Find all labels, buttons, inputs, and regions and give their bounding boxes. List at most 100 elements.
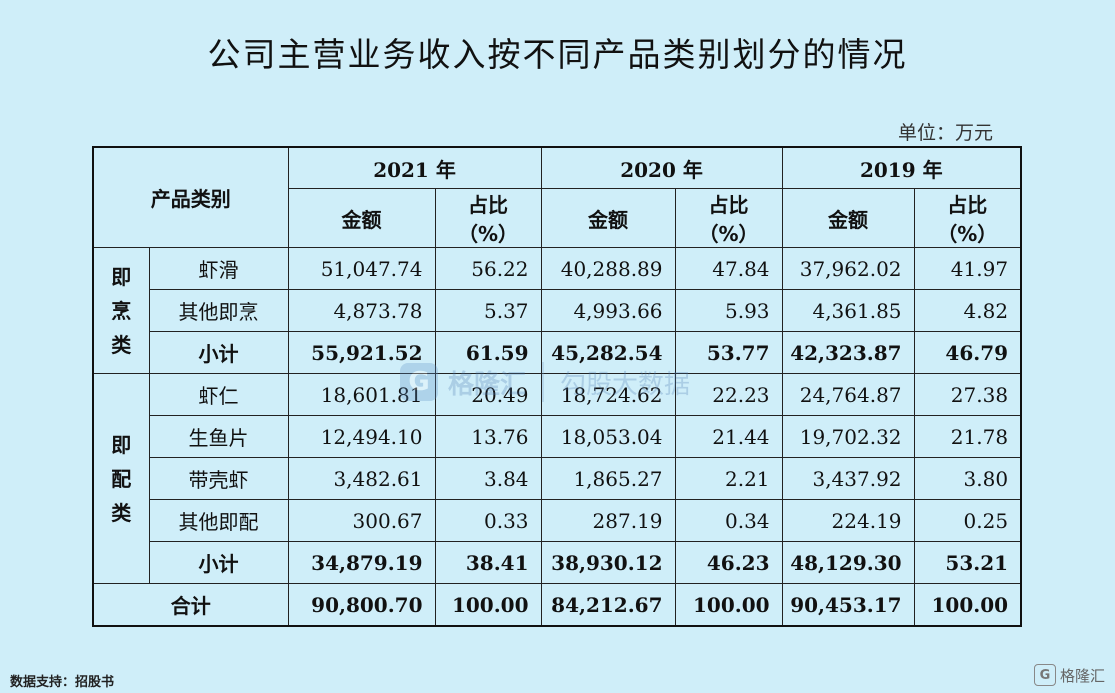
amount-cell: 224.19 (781, 499, 915, 542)
amount-cell: 3,482.61 (287, 457, 436, 500)
group-label-char: 烹 (111, 298, 132, 323)
share-cell: 21.78 (913, 415, 1022, 458)
page-title: 公司主营业务收入按不同产品类别划分的情况 (207, 35, 908, 74)
share-cell: 0.34 (674, 499, 783, 542)
share-cell: 20.49 (434, 373, 542, 416)
share-cell: 38.41 (434, 541, 542, 584)
header-row-years: 产品类别 2021 年 2020 年 2019 年 (92, 146, 1022, 248)
amount-cell: 51,047.74 (287, 247, 436, 290)
group-label: 即烹类 (92, 247, 150, 374)
amount-cell: 37,962.02 (781, 247, 915, 290)
share-cell: 53.77 (674, 331, 783, 374)
amount-cell: 45,282.54 (540, 331, 676, 374)
share-cell: 46.79 (913, 331, 1022, 374)
total-amount-cell: 90,453.17 (781, 583, 915, 627)
amount-cell: 300.67 (287, 499, 436, 542)
total-share-cell: 100.00 (434, 583, 542, 627)
share-cell: 5.37 (434, 289, 542, 332)
share-cell: 0.25 (913, 499, 1022, 542)
header-share-line2: （%） (698, 222, 759, 246)
table-row: 生鱼片 12,494.10 13.76 18,053.04 21.44 19,702.32… (93, 415, 1022, 458)
group-label-char: 类 (111, 332, 132, 357)
share-cell: 61.59 (434, 331, 542, 374)
total-share-cell: 100.00 (913, 583, 1022, 627)
amount-cell: 48,129.30 (781, 541, 915, 584)
share-cell: 53.21 (913, 541, 1022, 584)
table-row: 其他即配 300.67 0.33 287.19 0.34 224.19 0.25 (93, 499, 1022, 542)
share-cell: 3.84 (434, 457, 542, 500)
share-cell: 56.22 (434, 247, 542, 290)
amount-cell: 40,288.89 (540, 247, 676, 290)
brand-name: 格隆汇 (1059, 666, 1105, 685)
share-cell: 5.93 (674, 289, 783, 332)
header-share-line1: 占比 (947, 193, 988, 217)
amount-cell: 287.19 (540, 499, 676, 542)
share-cell: 47.84 (674, 247, 783, 290)
unit-label: 单位：万元 (897, 122, 993, 144)
share-cell: 46.23 (674, 541, 783, 584)
group-label-char: 即 (111, 432, 132, 457)
header-share-line2: （%） (457, 222, 519, 246)
header-amount: 金额 (781, 188, 915, 248)
share-cell: 13.76 (434, 415, 542, 458)
group-label-char: 配 (111, 466, 132, 491)
amount-cell: 19,702.32 (781, 415, 915, 458)
subtotal-label: 小计 (148, 541, 289, 584)
header-row-sub: 金额 占比 （%） 金额 占比 （%） 金额 占比 （%） (93, 188, 1022, 248)
table-row: 即烹类虾滑 51,047.74 56.22 40,288.89 47.84 37,962.… (92, 247, 1022, 374)
total-row: 合计 90,800.70 100.00 84,212.67 100.00 90,453.1… (92, 583, 1022, 627)
share-cell: 2.21 (674, 457, 783, 500)
table-row: 小计 55,921.52 61.59 45,282.54 53.77 42,323.87 4… (93, 331, 1022, 374)
header-year-2020: 2020 年 (540, 146, 783, 189)
share-cell: 4.82 (913, 289, 1022, 332)
table-row: 带壳虾 3,482.61 3.84 1,865.27 2.21 3,437.92 3.80 (93, 457, 1022, 500)
amount-cell: 24,764.87 (781, 373, 915, 416)
product-name: 其他即配 (148, 499, 289, 542)
amount-cell: 3,437.92 (781, 457, 915, 500)
product-name: 虾仁 (148, 373, 289, 416)
header-share-line2: （%） (937, 222, 998, 246)
amount-cell: 18,053.04 (540, 415, 676, 458)
brand-logo-icon: G (1033, 664, 1056, 686)
amount-cell: 18,724.62 (540, 373, 676, 416)
product-name: 带壳虾 (148, 457, 289, 500)
group-label-char: 类 (111, 500, 132, 525)
amount-cell: 1,865.27 (540, 457, 676, 500)
share-cell: 21.44 (674, 415, 783, 458)
amount-cell: 4,361.85 (781, 289, 915, 332)
product-name: 生鱼片 (148, 415, 289, 458)
amount-cell: 55,921.52 (287, 331, 436, 374)
amount-cell: 34,879.19 (287, 541, 436, 584)
share-cell: 41.97 (913, 247, 1022, 290)
revenue-table: 产品类别 2021 年 2020 年 2019 年 金额 占比 （%） 金额 占比… (92, 146, 1023, 627)
table-row: 即配类虾仁 18,601.81 20.49 18,724.62 22.23 24,764.… (92, 373, 1022, 584)
group-label: 即配类 (92, 373, 150, 584)
amount-cell: 18,601.81 (287, 373, 436, 416)
product-name: 虾滑 (148, 247, 289, 290)
header-category: 产品类别 (92, 146, 289, 248)
share-cell: 27.38 (913, 373, 1022, 416)
share-cell: 3.80 (913, 457, 1022, 500)
group-label-char: 即 (111, 264, 132, 289)
header-share: 占比 （%） (913, 188, 1022, 248)
total-label: 合计 (92, 583, 289, 627)
header-amount: 金额 (287, 188, 436, 248)
amount-cell: 4,873.78 (287, 289, 436, 332)
header-amount: 金额 (540, 188, 676, 248)
amount-cell: 4,993.66 (540, 289, 676, 332)
header-share-line1: 占比 (468, 193, 508, 217)
amount-cell: 38,930.12 (540, 541, 676, 584)
total-amount-cell: 84,212.67 (540, 583, 676, 627)
table-body: 即烹类虾滑 51,047.74 56.22 40,288.89 47.84 37,962.… (92, 247, 1022, 627)
source-note: 数据支持：招股书 (10, 675, 115, 690)
amount-cell: 12,494.10 (287, 415, 436, 458)
total-amount-cell: 90,800.70 (287, 583, 436, 627)
header-share: 占比 （%） (434, 188, 542, 248)
share-cell: 22.23 (674, 373, 783, 416)
share-cell: 0.33 (434, 499, 542, 542)
table-row: 小计 34,879.19 38.41 38,930.12 46.23 48,129.30 5… (93, 541, 1022, 584)
header-share-line1: 占比 (708, 193, 749, 217)
total-share-cell: 100.00 (674, 583, 783, 627)
header-year-2021: 2021 年 (287, 146, 542, 189)
subtotal-label: 小计 (148, 331, 289, 374)
